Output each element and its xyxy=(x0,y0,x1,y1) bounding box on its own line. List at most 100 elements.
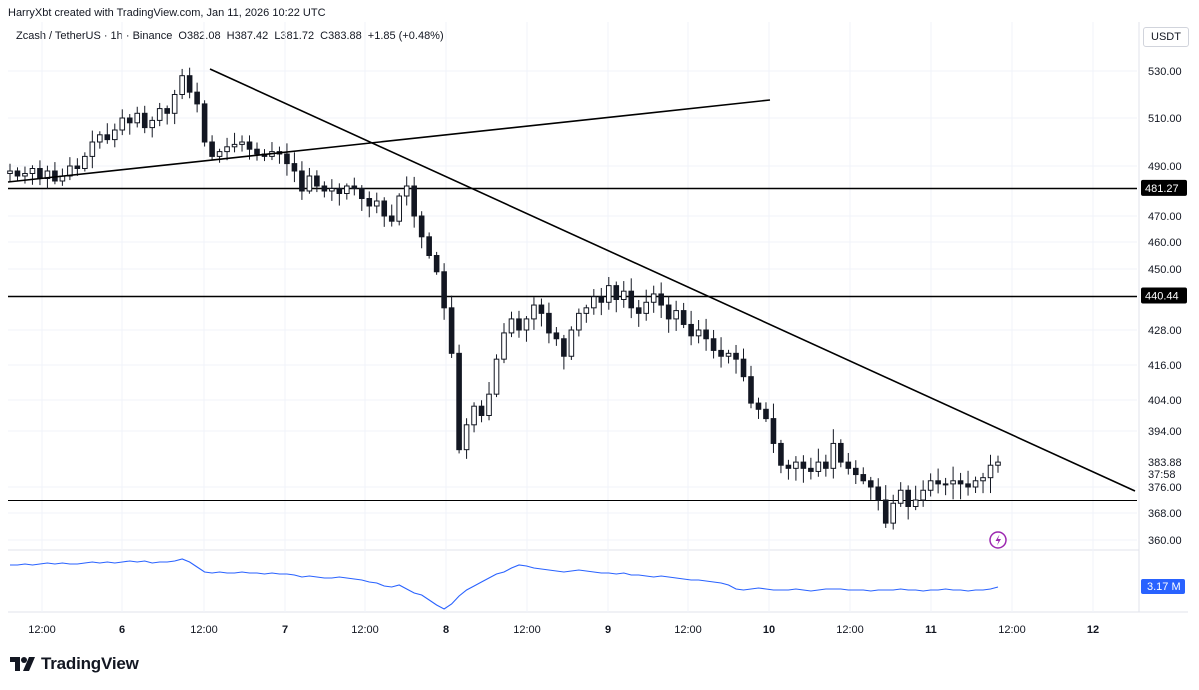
candle xyxy=(643,289,650,321)
candle xyxy=(426,232,432,259)
candle xyxy=(650,285,657,313)
tradingview-logo: TradingView xyxy=(10,654,139,674)
candle xyxy=(74,158,81,176)
candle xyxy=(373,192,380,214)
candle-body-up xyxy=(650,293,657,303)
trendline-ascending xyxy=(7,99,771,183)
ohlc-high: H387.42 xyxy=(226,30,269,42)
candle-body-down xyxy=(201,103,208,143)
candle xyxy=(935,468,941,494)
candle xyxy=(156,102,163,127)
candle xyxy=(905,485,911,520)
candle xyxy=(224,137,230,161)
candle-body-up xyxy=(216,151,223,157)
candle-body-down xyxy=(957,480,964,485)
candle xyxy=(344,183,350,200)
candle-body-up xyxy=(486,393,492,416)
candle xyxy=(448,295,455,358)
candle-body-down xyxy=(680,310,687,325)
candle-body-down xyxy=(351,185,358,189)
y-tick-label: 416.00 xyxy=(1148,360,1182,372)
candle-body-up xyxy=(591,296,597,309)
candle-body-up xyxy=(605,285,612,303)
x-tick-label: 12:00 xyxy=(836,624,864,636)
candle xyxy=(665,296,672,333)
candle-body-down xyxy=(703,329,709,340)
candle xyxy=(149,116,156,138)
candle xyxy=(358,185,365,211)
candle xyxy=(486,382,492,421)
candle-body-down xyxy=(935,480,941,485)
alert-icon[interactable] xyxy=(989,531,1007,549)
candle xyxy=(680,302,687,329)
candle-body-down xyxy=(561,338,567,357)
candle-body-up xyxy=(980,477,986,482)
candle-body-up xyxy=(471,405,477,426)
price-label-481-text: 481.27 xyxy=(1145,183,1179,195)
candle-body-up xyxy=(396,195,403,222)
candle-body-down xyxy=(209,141,215,157)
candle-body-down xyxy=(838,442,844,463)
candle xyxy=(965,470,971,496)
candle-body-up xyxy=(568,329,575,357)
candle xyxy=(7,163,13,182)
candle xyxy=(561,334,567,370)
candle-body-down xyxy=(785,464,792,469)
candle-body-up xyxy=(912,499,919,507)
candle-body-down xyxy=(418,215,425,238)
candle-body-down xyxy=(448,307,455,354)
candle-body-down xyxy=(381,200,388,217)
candle-body-down xyxy=(411,185,417,217)
candle xyxy=(576,308,582,337)
candle xyxy=(291,152,298,183)
candle xyxy=(927,473,934,497)
candle-body-up xyxy=(306,175,313,192)
candle xyxy=(179,68,185,100)
candle-body-up xyxy=(179,75,185,95)
price-label-440: 440.44 xyxy=(1141,287,1187,304)
candle-body-down xyxy=(358,188,365,199)
candle xyxy=(605,277,612,310)
candle-body-up xyxy=(501,332,507,360)
candle-body-down xyxy=(740,358,747,378)
candle-body-down xyxy=(553,332,560,340)
candle-body-down xyxy=(291,163,298,172)
candle-body-down xyxy=(965,483,971,488)
candle-body-down xyxy=(388,215,395,222)
candle-body-up xyxy=(373,200,380,207)
candle xyxy=(463,418,470,459)
candle xyxy=(950,466,956,500)
x-tick-label: 9 xyxy=(605,624,611,636)
candle xyxy=(695,319,702,344)
candle xyxy=(299,161,305,200)
candle xyxy=(897,482,904,507)
candle xyxy=(531,297,537,330)
candle xyxy=(912,485,919,511)
candle-body-down xyxy=(598,296,605,303)
candle-body-down xyxy=(852,467,859,476)
symbol-title[interactable]: Zcash / TetherUS · 1h · Binance xyxy=(16,30,173,42)
candle xyxy=(793,456,799,481)
volume-value-text: 3.17 M xyxy=(1147,581,1181,593)
candle-body-down xyxy=(164,108,170,114)
candle xyxy=(770,403,777,453)
candle xyxy=(276,146,283,164)
candle-body-up xyxy=(224,146,230,153)
candle-body-up xyxy=(89,141,96,157)
candle-body-up xyxy=(927,480,934,491)
candle-body-up xyxy=(231,143,238,148)
candle xyxy=(568,326,575,360)
currency-button[interactable]: USDT xyxy=(1143,27,1189,47)
candle xyxy=(82,152,88,172)
symbol-legend: Zcash / TetherUS · 1h · Binance O382.08 … xyxy=(16,30,447,42)
candle xyxy=(381,197,388,227)
candle xyxy=(403,176,410,206)
y-tick-label: 394.00 xyxy=(1148,426,1182,438)
candle xyxy=(830,429,837,479)
candle xyxy=(366,191,373,218)
candle xyxy=(972,476,979,493)
candle-body-down xyxy=(186,75,193,93)
candle-body-up xyxy=(111,129,118,141)
price-label-440-bg xyxy=(1141,287,1187,304)
